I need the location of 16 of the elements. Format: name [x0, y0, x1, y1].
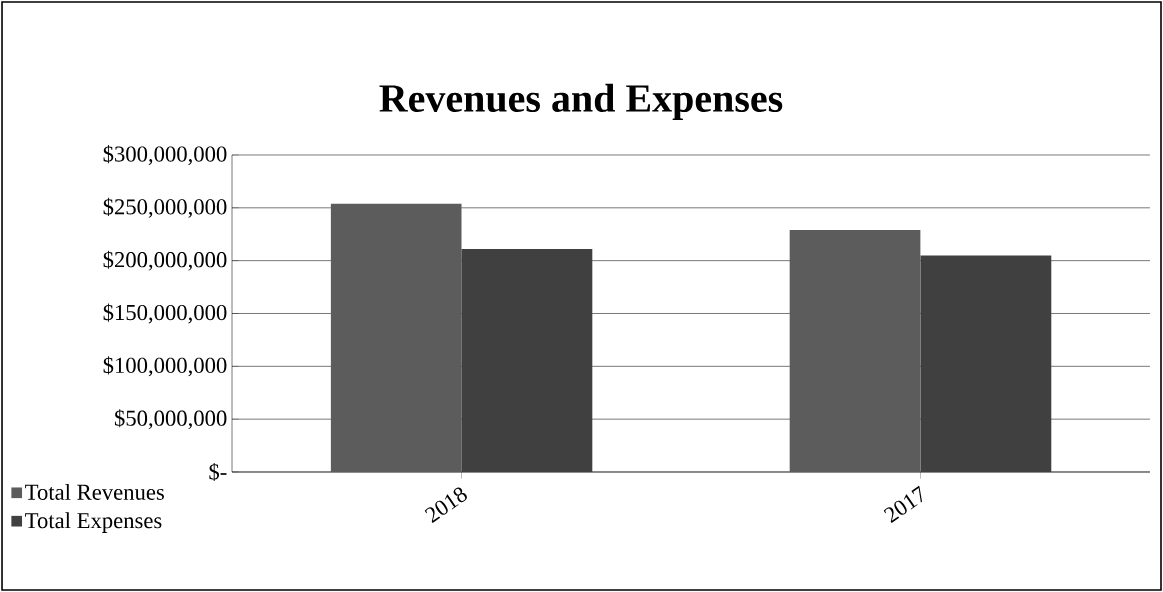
x-tick-label: 2017: [883, 485, 923, 523]
y-tick-label: $150,000,000: [103, 303, 227, 324]
y-tick-label: $100,000,000: [103, 356, 227, 377]
y-tick-label: $50,000,000: [114, 409, 227, 430]
y-tick-label: $200,000,000: [103, 250, 227, 271]
y-tick-label: $300,000,000: [103, 145, 227, 165]
chart-title: Revenues and Expenses: [379, 83, 783, 121]
legend-label: Total Revenues: [25, 483, 164, 500]
legend-label: Total Expenses: [25, 512, 162, 533]
y-tick-label: $250,000,000: [103, 197, 227, 218]
bar: [789, 230, 921, 472]
bar: [330, 203, 462, 472]
y-tick-label: $-: [209, 462, 227, 482]
bar: [920, 255, 1052, 472]
x-tick-label: 2018: [424, 487, 467, 523]
bar: [461, 249, 593, 472]
